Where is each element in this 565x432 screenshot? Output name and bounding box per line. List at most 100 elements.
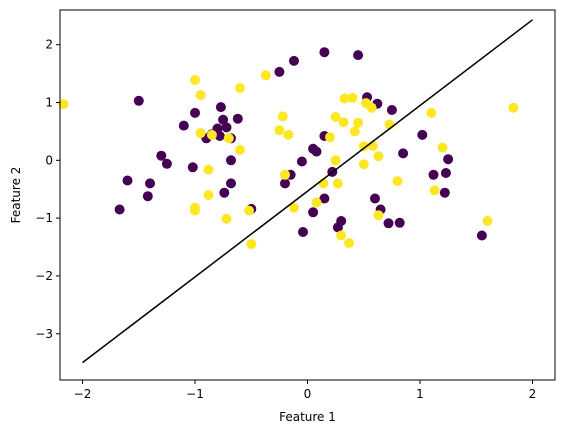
plot-frame (59, 9, 556, 381)
scatter-point-class-1 (336, 230, 347, 241)
y-tick-label: −2 (35, 269, 53, 283)
scatter-point-class-0 (394, 217, 405, 228)
scatter-point-class-1 (235, 144, 245, 155)
scatter-point-class-0 (439, 187, 450, 198)
x-tick-label: −2 (74, 387, 92, 401)
scatter-point-class-1 (277, 111, 288, 122)
scatter-point-class-0 (187, 162, 198, 173)
scatter-point-class-0 (145, 178, 155, 189)
scatter-point-class-1 (338, 117, 349, 128)
scatter-point-class-0 (289, 55, 299, 66)
scatter-point-class-1 (190, 205, 200, 216)
scatter-point-class-1 (332, 178, 343, 189)
scatter-point-class-0 (386, 105, 397, 115)
scatter-point-class-1 (221, 213, 232, 224)
scatter-point-class-0 (190, 107, 200, 118)
scatter-point-class-0 (218, 114, 229, 125)
scatter-point-class-0 (215, 102, 226, 113)
scatter-point-class-1 (274, 125, 285, 136)
scatter-point-class-0 (133, 95, 144, 106)
decision-line-layer (82, 19, 533, 364)
scatter-point-class-1 (353, 117, 364, 128)
scatter-point-class-0 (122, 175, 133, 186)
scatter-point-class-0 (142, 191, 153, 202)
y-tick-label: 2 (45, 38, 53, 52)
x-tick-label: 2 (529, 387, 537, 401)
scatter-point-class-1 (330, 155, 341, 166)
scatter-point-class-0 (298, 227, 308, 237)
scatter-point-class-0 (156, 150, 167, 161)
scatter-point-class-1 (339, 93, 350, 104)
x-tick-label: −1 (186, 387, 204, 401)
scatter-point-class-0 (226, 178, 236, 189)
scatter-point-class-1 (344, 238, 355, 248)
scatter-point-class-0 (114, 204, 125, 215)
scatter-point-class-1 (260, 70, 271, 81)
scatter-point-class-1 (373, 210, 384, 221)
scatter-point-class-0 (443, 154, 454, 165)
y-tick-label: 0 (45, 153, 53, 167)
scatter-point-class-0 (214, 131, 225, 141)
scatter-point-class-0 (178, 120, 189, 131)
scatter-point-class-0 (161, 158, 172, 169)
points-layer (58, 47, 519, 250)
scatter-point-class-1 (283, 129, 294, 140)
x-tick-label: 1 (416, 387, 424, 401)
scatter-point-class-1 (426, 107, 437, 118)
scatter-point-class-1 (289, 202, 299, 213)
scatter-point-class-1 (195, 128, 206, 139)
scatter-point-class-1 (349, 126, 360, 137)
x-axis-label: Feature 1 (279, 410, 336, 424)
x-tick-label: 0 (304, 387, 312, 401)
scatter-point-class-1 (437, 142, 448, 153)
scatter-point-class-0 (332, 222, 343, 233)
scatter-point-class-1 (190, 75, 200, 85)
scatter-point-class-0 (417, 129, 428, 140)
scatter-point-class-0 (428, 169, 439, 180)
scatter-point-class-1 (206, 129, 217, 140)
scatter-point-class-0 (383, 218, 394, 229)
scatter-point-class-0 (296, 156, 307, 167)
scatter-point-class-0 (280, 178, 290, 189)
scatter-point-class-1 (203, 164, 214, 175)
scatter-point-class-0 (308, 207, 319, 218)
scatter-point-class-1 (347, 92, 358, 103)
scatter-point-class-0 (274, 66, 285, 77)
y-tick-label: −1 (35, 211, 53, 225)
scatter-point-class-0 (398, 148, 409, 159)
scatter-point-class-1 (246, 239, 257, 250)
scatter-point-class-1 (330, 112, 341, 122)
scatter-point-class-1 (203, 190, 214, 200)
scatter-point-class-1 (325, 132, 335, 143)
scatter-point-class-1 (482, 216, 493, 226)
y-tick-label: 1 (45, 96, 53, 110)
x-axis-ticks: −2 −1 0 1 2 (74, 380, 537, 401)
y-tick-label: −3 (35, 327, 53, 341)
scatter-point-class-1 (358, 159, 369, 170)
scatter-point-class-0 (353, 50, 364, 61)
decision-boundary-line (82, 19, 533, 364)
scatter-point-class-1 (58, 99, 69, 110)
scatter-point-class-0 (370, 193, 380, 204)
scatter-point-class-1 (429, 185, 440, 196)
scatter-point-class-0 (232, 113, 243, 124)
scatter-point-class-0 (311, 146, 322, 157)
scatter-point-class-0 (319, 47, 330, 58)
scatter-point-class-1 (280, 169, 290, 180)
scatter-point-class-1 (508, 102, 519, 113)
scatter-point-class-1 (195, 90, 206, 100)
scatter-point-class-1 (235, 83, 245, 93)
scatter-point-class-0 (219, 187, 230, 198)
scatter-point-class-0 (476, 230, 487, 241)
y-axis-label: Feature 2 (9, 167, 23, 224)
scatter-point-class-0 (226, 155, 236, 166)
scatter-point-class-0 (221, 122, 232, 133)
scatter-point-class-0 (440, 168, 451, 178)
scatter-point-class-1 (311, 197, 322, 208)
y-axis-ticks: −3 −2 −1 0 1 2 (35, 38, 60, 341)
scatter-point-class-0 (319, 193, 330, 204)
scatter-point-class-1 (366, 102, 377, 113)
scatter-point-class-1 (244, 205, 254, 216)
scatter-point-class-1 (373, 151, 384, 162)
